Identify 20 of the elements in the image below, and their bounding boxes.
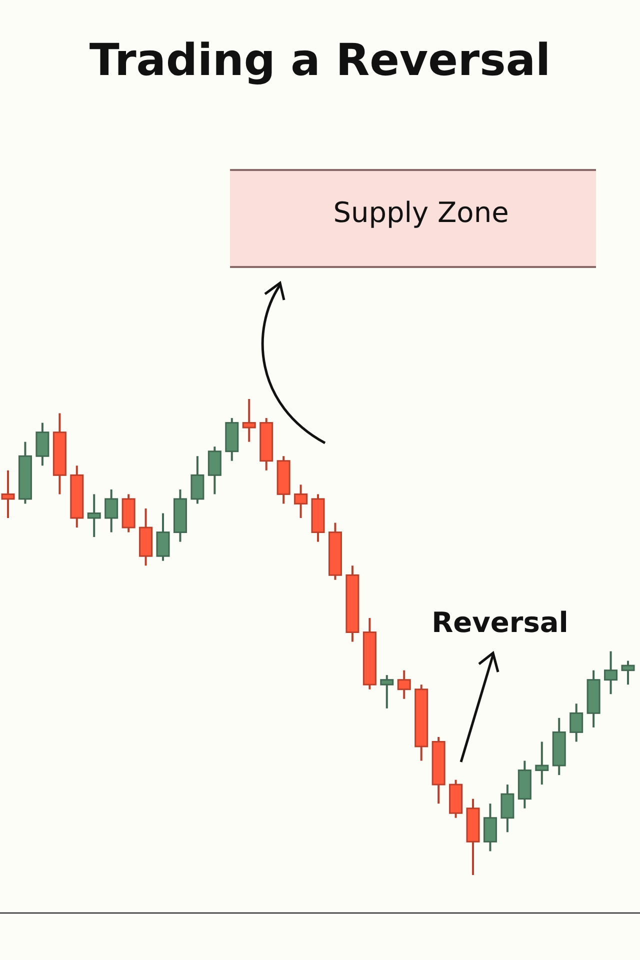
candlestick [380,674,394,710]
candlestick [500,784,514,834]
candlestick [604,650,618,696]
candlestick [621,660,635,686]
chart-title: Trading a Reversal [89,35,551,86]
candlestick [104,488,118,534]
text: Supply Zone [333,196,509,229]
candlestick [36,422,50,467]
candlestick [208,446,222,496]
candlestick [242,398,256,443]
candlestick [397,669,411,700]
candlestick [87,493,101,538]
candlestick [1,469,15,519]
candlestick [294,484,308,519]
candlestick [535,740,549,786]
candlestick [156,512,170,562]
candlestick [570,702,584,743]
candlestick [483,802,497,852]
annotation: Reversal [432,606,568,639]
candlestick [190,455,204,505]
